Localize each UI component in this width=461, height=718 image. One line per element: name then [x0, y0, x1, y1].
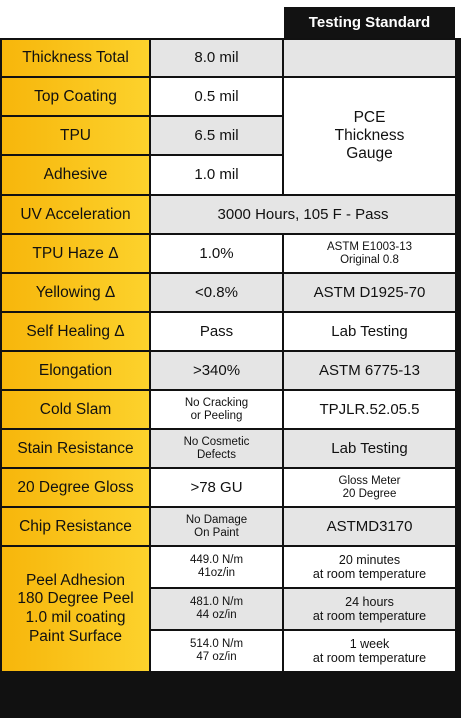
row-label-tpu: TPU	[2, 117, 149, 154]
row-label-20-degree-gloss: 20 Degree Gloss	[2, 469, 149, 506]
row-standard-stain-resistance: Lab Testing	[284, 430, 455, 467]
row-standard-20-degree-gloss: Gloss Meter 20 Degree	[284, 469, 455, 506]
row-label-uv-acceleration: UV Acceleration	[2, 196, 149, 233]
row-label-stain-resistance: Stain Resistance	[2, 430, 149, 467]
testing-standard-header: Testing Standard	[284, 7, 455, 38]
row-value-tpu: 6.5 mil	[151, 117, 282, 154]
row-label-elongation: Elongation	[2, 352, 149, 389]
row-label-thickness-total: Thickness Total	[2, 40, 149, 76]
peel-value-24-hours: 481.0 N/m 44 oz/in	[151, 589, 282, 629]
row-label-yellowing: Yellowing Δ	[2, 274, 149, 311]
row-standard-elongation: ASTM 6775-13	[284, 352, 455, 389]
row-standard-yellowing: ASTM D1925-70	[284, 274, 455, 311]
row-value-adhesive: 1.0 mil	[151, 156, 282, 194]
row-standard-chip-resistance: ASTMD3170	[284, 508, 455, 545]
row-value-top-coating: 0.5 mil	[151, 78, 282, 115]
peel-standard-24-hours: 24 hours at room temperature	[284, 589, 455, 629]
row-value-yellowing: <0.8%	[151, 274, 282, 311]
peel-standard-20-minutes: 20 minutes at room temperature	[284, 547, 455, 587]
row-label-adhesive: Adhesive	[2, 156, 149, 194]
peel-value-1-week: 514.0 N/m 47 oz/in	[151, 631, 282, 671]
peel-value-20-minutes: 449.0 N/m 41oz/in	[151, 547, 282, 587]
peel-standard-1-week: 1 week at room temperature	[284, 631, 455, 671]
row-standard-self-healing: Lab Testing	[284, 313, 455, 350]
row-label-chip-resistance: Chip Resistance	[2, 508, 149, 545]
thickness-standard-cell: PCE Thickness Gauge	[284, 78, 455, 194]
row-value-tpu-haze: 1.0%	[151, 235, 282, 272]
row-label-top-coating: Top Coating	[2, 78, 149, 115]
row-standard-cold-slam: TPJLR.52.05.5	[284, 391, 455, 428]
row-label-tpu-haze: TPU Haze Δ	[2, 235, 149, 272]
row-value-20-degree-gloss: >78 GU	[151, 469, 282, 506]
row-standard-tpu-haze: ASTM E1003-13 Original 0.8	[284, 235, 455, 272]
row-value-self-healing: Pass	[151, 313, 282, 350]
spec-table: Thickness Total 8.0 mil Top Coating 0.5 …	[0, 38, 461, 718]
row-value-elongation: >340%	[151, 352, 282, 389]
row-label-self-healing: Self Healing Δ	[2, 313, 149, 350]
row-label-cold-slam: Cold Slam	[2, 391, 149, 428]
row-value-uv-acceleration: 3000 Hours, 105 F - Pass	[151, 196, 455, 233]
row-value-stain-resistance: No Cosmetic Defects	[151, 430, 282, 467]
row-value-cold-slam: No Cracking or Peeling	[151, 391, 282, 428]
blank-standard-cell	[284, 40, 455, 76]
row-value-thickness-total: 8.0 mil	[151, 40, 282, 76]
row-value-chip-resistance: No Damage On Paint	[151, 508, 282, 545]
row-label-peel-adhesion: Peel Adhesion 180 Degree Peel 1.0 mil co…	[2, 547, 149, 671]
